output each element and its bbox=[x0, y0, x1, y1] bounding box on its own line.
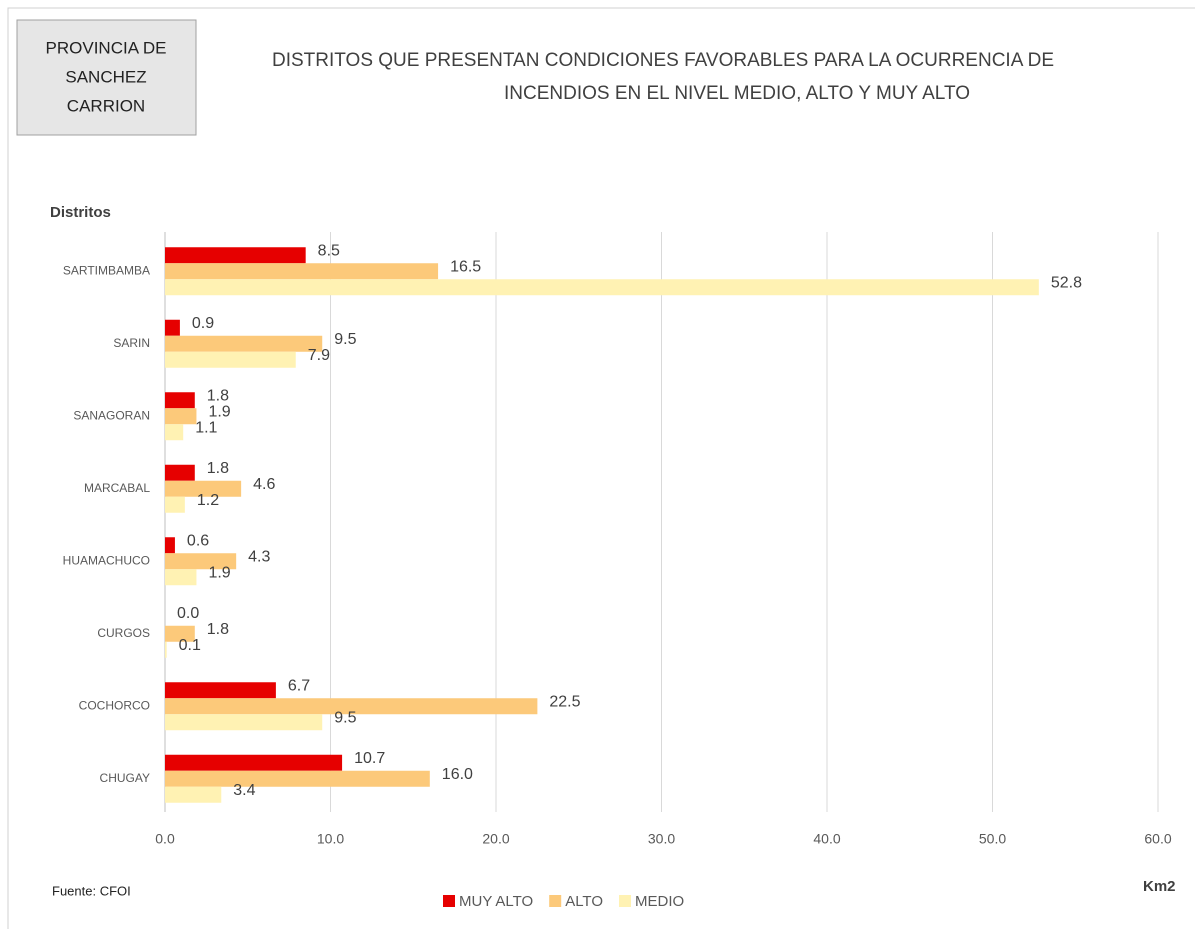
data-label: 16.5 bbox=[450, 258, 481, 275]
data-label: 52.8 bbox=[1051, 274, 1082, 291]
x-tick-label: 0.0 bbox=[155, 831, 175, 847]
legend-swatch bbox=[619, 895, 631, 907]
data-label: 16.0 bbox=[442, 766, 473, 783]
bar bbox=[165, 786, 222, 803]
bar bbox=[165, 553, 237, 570]
y-axis-label: Distritos bbox=[50, 204, 111, 221]
data-label: 1.2 bbox=[197, 492, 219, 509]
y-tick-label: CHUGAY bbox=[100, 771, 150, 785]
legend-swatch bbox=[549, 895, 562, 907]
y-tick-label: CURGOS bbox=[97, 626, 150, 640]
bar bbox=[165, 351, 296, 368]
bar bbox=[165, 754, 343, 771]
data-label: 1.8 bbox=[207, 621, 229, 638]
data-label: 8.5 bbox=[318, 242, 340, 259]
bar bbox=[165, 263, 439, 280]
province-box bbox=[16, 19, 197, 136]
data-label: 3.4 bbox=[233, 782, 255, 799]
y-tick-label: SARTIMBAMBA bbox=[63, 263, 150, 277]
data-label: 1.8 bbox=[207, 460, 229, 477]
bar bbox=[165, 770, 430, 787]
bar bbox=[165, 625, 195, 642]
bar bbox=[165, 279, 1039, 296]
data-label: 9.5 bbox=[334, 709, 356, 726]
province-text: CARRION bbox=[67, 96, 145, 115]
legend-label: ALTO bbox=[565, 893, 603, 910]
x-tick-label: 50.0 bbox=[979, 831, 1006, 847]
chart-title: DISTRITOS QUE PRESENTAN CONDICIONES FAVO… bbox=[272, 50, 1054, 71]
bar bbox=[165, 480, 242, 497]
x-axis-label: Km2 bbox=[1143, 878, 1176, 895]
legend-swatch bbox=[443, 895, 455, 907]
bar bbox=[165, 319, 180, 336]
data-label: 1.9 bbox=[208, 564, 230, 581]
data-label: 4.6 bbox=[253, 476, 275, 493]
data-label: 4.3 bbox=[248, 548, 270, 565]
bar bbox=[165, 392, 195, 409]
data-label: 10.7 bbox=[354, 750, 385, 767]
y-tick-label: SARIN bbox=[113, 336, 150, 350]
bar bbox=[165, 682, 276, 699]
x-tick-label: 10.0 bbox=[317, 831, 344, 847]
bar bbox=[165, 335, 323, 352]
x-tick-label: 30.0 bbox=[648, 831, 675, 847]
x-tick-label: 40.0 bbox=[813, 831, 840, 847]
data-label: 9.5 bbox=[334, 331, 356, 348]
bar bbox=[165, 569, 197, 586]
bar bbox=[165, 408, 197, 425]
chart-title: INCENDIOS EN EL NIVEL MEDIO, ALTO Y MUY … bbox=[504, 83, 970, 104]
data-label: 0.1 bbox=[179, 637, 201, 654]
data-label: 1.8 bbox=[207, 387, 229, 404]
data-label: 0.6 bbox=[187, 532, 209, 549]
bar bbox=[165, 714, 323, 731]
data-label: 0.9 bbox=[192, 315, 214, 332]
y-tick-label: SANAGORAN bbox=[73, 408, 150, 422]
legend-label: MUY ALTO bbox=[459, 893, 533, 910]
data-label: 1.9 bbox=[208, 403, 230, 420]
province-text: PROVINCIA DE bbox=[46, 38, 167, 57]
y-tick-label: HUAMACHUCO bbox=[63, 553, 150, 567]
bar bbox=[165, 464, 195, 481]
bar bbox=[165, 424, 184, 441]
x-tick-label: 20.0 bbox=[482, 831, 509, 847]
data-label: 22.5 bbox=[549, 693, 580, 710]
bar bbox=[165, 537, 175, 554]
y-tick-label: MARCABAL bbox=[84, 481, 150, 495]
legend-label: MEDIO bbox=[635, 893, 684, 910]
data-label: 1.1 bbox=[195, 419, 217, 436]
province-text: SANCHEZ bbox=[65, 67, 146, 86]
data-label: 6.7 bbox=[288, 677, 310, 694]
y-tick-label: COCHORCO bbox=[79, 698, 150, 712]
bar bbox=[165, 247, 306, 264]
source: Fuente: CFOI bbox=[52, 883, 131, 898]
bar bbox=[165, 496, 185, 513]
bar bbox=[165, 641, 167, 658]
x-tick-label: 60.0 bbox=[1144, 831, 1171, 847]
data-label: 7.9 bbox=[308, 347, 330, 364]
data-label: 0.0 bbox=[177, 605, 199, 622]
bar bbox=[165, 698, 538, 715]
